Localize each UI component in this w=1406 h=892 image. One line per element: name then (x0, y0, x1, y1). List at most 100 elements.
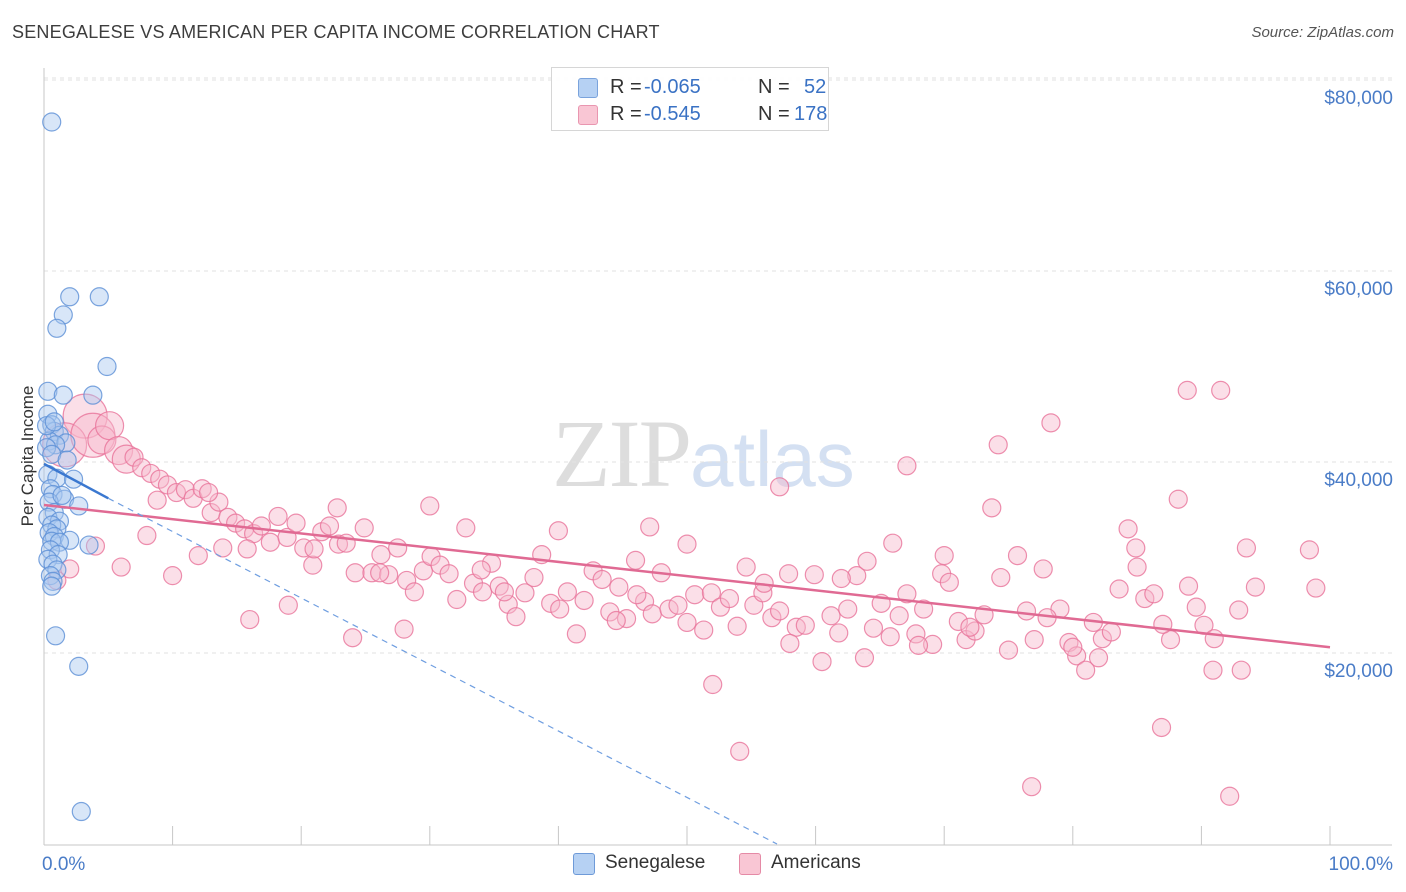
americans-point (1076, 660, 1096, 680)
americans-point (471, 560, 491, 580)
americans-point (592, 569, 612, 590)
bottom-legend-label: Senegalese (605, 852, 706, 873)
americans-point (237, 539, 257, 559)
legend-n-label: N = (758, 103, 790, 125)
americans-point (566, 624, 587, 644)
americans-point (251, 516, 271, 536)
americans-point (439, 564, 459, 584)
americans-point (137, 525, 157, 546)
americans-point (1229, 600, 1249, 620)
watermark: ZIPatlas (552, 398, 855, 509)
americans-point (304, 539, 324, 559)
legend-r-value: -0.065 (644, 76, 701, 98)
americans-point (1178, 576, 1199, 596)
americans-point (677, 612, 697, 633)
americans-point (795, 615, 815, 635)
senegalese-point (42, 112, 62, 132)
americans-point (489, 576, 509, 596)
americans-point (319, 516, 340, 536)
americans-point (1186, 597, 1206, 617)
watermark-zip: ZIP (552, 400, 692, 507)
americans-point (908, 635, 929, 655)
americans-point (762, 608, 782, 628)
americans-point (1204, 629, 1224, 649)
americans-point (1063, 637, 1083, 657)
legend-r-label: R = (610, 103, 642, 125)
americans-point (1144, 584, 1164, 604)
americans-point (606, 610, 626, 631)
americans-point (769, 601, 790, 621)
americans-point (1220, 786, 1240, 806)
senegalese-point (60, 287, 80, 307)
americans-point (965, 621, 985, 641)
americans-point (111, 557, 131, 577)
americans-point (677, 534, 697, 554)
americans-point (268, 506, 288, 527)
americans-point (447, 589, 467, 610)
chart-title: SENEGALESE VS AMERICAN PER CAPITA INCOME… (12, 22, 660, 42)
americans-point (1101, 622, 1121, 642)
legend-r-label: R = (610, 76, 642, 98)
americans-point (627, 585, 647, 605)
americans-point (1299, 540, 1320, 560)
americans-point (1126, 538, 1146, 558)
watermark-atlas: atlas (690, 415, 855, 503)
americans-point (362, 563, 382, 583)
axes (43, 68, 1392, 846)
americans-point (1109, 579, 1129, 599)
senegalese-point (97, 356, 117, 377)
y-tick-label: $60,000 (1324, 279, 1393, 300)
americans-point (240, 609, 260, 630)
americans-point (769, 477, 790, 497)
americans-point (829, 623, 849, 643)
americans-point (897, 584, 917, 604)
americans-point (625, 550, 646, 570)
americans-point (472, 582, 493, 602)
americans-point (948, 611, 968, 632)
americans-point (278, 595, 298, 615)
senegalese-point (69, 656, 89, 676)
americans-point (420, 496, 440, 516)
americans-point (923, 634, 943, 655)
americans-point (685, 585, 705, 605)
chart-source: Source: ZipAtlas.com (1251, 24, 1394, 41)
americans-point (557, 582, 578, 602)
americans-point (328, 534, 349, 554)
americans-point (906, 624, 926, 644)
senegalese-trend-extension (108, 497, 778, 845)
americans-point (150, 469, 170, 489)
americans-point (736, 557, 756, 577)
senegalese-point (52, 485, 72, 506)
americans-point (87, 425, 117, 455)
americans-point (960, 617, 980, 637)
americans-point (863, 618, 884, 638)
tick-labels: $20,000 $40,000 $60,000 $80,000 0.0% 100.0% (42, 88, 1393, 875)
americans-point (780, 633, 800, 654)
y-tick-label: $40,000 (1324, 470, 1393, 491)
senegalese-point (38, 381, 58, 401)
americans-point (897, 456, 917, 476)
americans-point (303, 555, 323, 575)
senegalese-point (47, 318, 67, 338)
legend-n-label: N = (758, 76, 790, 98)
senegalese-point (69, 496, 89, 516)
americans-point (404, 582, 424, 602)
americans-point (854, 648, 875, 668)
americans-point (506, 607, 526, 627)
americans-point (1203, 660, 1223, 680)
americans-point (1245, 577, 1266, 597)
americans-point (397, 570, 417, 591)
americans-point (857, 551, 877, 571)
americans-point (213, 538, 233, 558)
americans-point (640, 517, 660, 537)
americans-point (163, 566, 183, 586)
senegalese-point (42, 576, 62, 596)
x-tick-label-max: 100.0% (1329, 854, 1394, 875)
americans-point (85, 536, 106, 556)
senegalese-point (89, 287, 109, 307)
americans-point (94, 411, 125, 441)
x-tick-label-min: 0.0% (42, 854, 85, 875)
americans-point (883, 533, 903, 553)
legend-swatch-senegalese (578, 78, 598, 98)
